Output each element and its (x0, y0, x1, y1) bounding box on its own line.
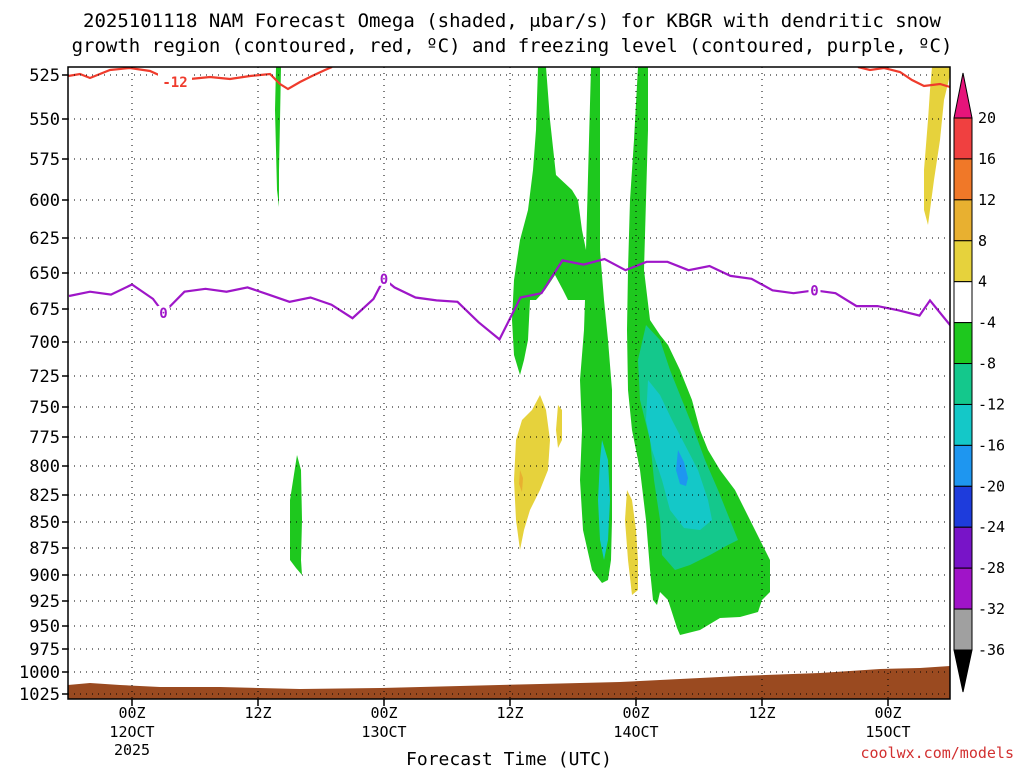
plot-area (68, 67, 950, 699)
colorbar-label: 8 (978, 232, 987, 250)
y-tick-label: 1000 (19, 663, 60, 683)
freezing-contour-label-1: 0 (159, 306, 167, 322)
colorbar-swatch (953, 117, 973, 160)
colorbar-label: 20 (978, 109, 996, 127)
x-tick-date: 12OCT (109, 723, 154, 741)
y-tick-label: 825 (29, 486, 60, 506)
x-tick-label: 12Z (748, 704, 775, 722)
terrain-ground (68, 666, 950, 699)
plot-frame (67, 66, 951, 700)
colorbar-top-arrow (953, 72, 973, 119)
y-tick-label: 575 (29, 150, 60, 170)
freezing-level-contour (68, 257, 950, 342)
x-tick-label: 12Z (244, 704, 271, 722)
colorbar-swatch (953, 608, 973, 651)
colorbar-label: 16 (978, 150, 996, 168)
x-tick-label: 00Z (118, 704, 145, 722)
x-tick-year: 2025 (114, 741, 150, 759)
colorbar-label: 12 (978, 191, 996, 209)
x-tick-date: 14OCT (613, 723, 658, 741)
omega-region-green-upper-stripe (275, 67, 281, 207)
y-tick-label: 600 (29, 191, 60, 211)
x-tick-label: 12Z (496, 704, 523, 722)
colorbar-label: -8 (978, 355, 996, 373)
omega-region-cyan-small (598, 440, 610, 560)
y-tick-label: 1025 (19, 685, 60, 705)
y-tick-label: 850 (29, 513, 60, 533)
y-tick-label: 550 (29, 110, 60, 130)
shaded-omega-layer (68, 67, 950, 699)
omega-region-yellow-south (625, 490, 638, 595)
omega-region-orange-spot (519, 470, 523, 492)
y-tick-label: 650 (29, 264, 60, 284)
colorbar-label: -24 (978, 518, 1005, 536)
colorbar-swatch (953, 526, 973, 569)
contour-label-bg (808, 283, 821, 298)
y-tick-label: 525 (29, 66, 60, 86)
colorbar-label: -20 (978, 477, 1005, 495)
omega-region-yellow-west (514, 395, 550, 550)
x-tick-date: 15OCT (865, 723, 910, 741)
y-tick-label: 750 (29, 398, 60, 418)
colorbar-swatch (953, 158, 973, 201)
y-tick-label: 725 (29, 367, 60, 387)
colorbar-label: -12 (978, 395, 1005, 413)
colorbar-swatch (953, 281, 973, 324)
y-axis: 525 550 575 600 625 650 675 700 725 750 775 800 825 8… (19, 66, 68, 705)
y-tick-label: 800 (29, 457, 60, 477)
y-tick-label: 950 (29, 617, 60, 637)
colorbar-swatch (953, 444, 973, 487)
omega-region-green-main (512, 67, 612, 583)
colorbar-swatch (953, 240, 973, 283)
omega-region-green-lower-stripe (290, 455, 302, 575)
colorbar-swatch (953, 403, 973, 446)
dgz-label-bg (158, 72, 192, 90)
colorbar-label: -32 (978, 600, 1005, 618)
contour-label-bg (157, 305, 170, 320)
x-tick-label: 00Z (370, 704, 397, 722)
colorbar-label: 4 (978, 273, 987, 291)
colorbar-label: -36 (978, 641, 1005, 659)
y-tick-label: 675 (29, 300, 60, 320)
omega-region-teal (638, 325, 738, 570)
dgz-red-contour (68, 67, 333, 91)
colorbar-bottom-arrow (953, 649, 973, 693)
x-axis-title: Forecast Time (UTC) (406, 749, 612, 768)
omega-region-yellow-east (924, 67, 950, 225)
y-tick-label: 875 (29, 539, 60, 559)
y-tick-label: 975 (29, 640, 60, 660)
colorbar-label: -16 (978, 436, 1005, 454)
chart-title-line-2: growth region (contoured, red, ºC) and f… (72, 35, 953, 57)
y-tick-label: 900 (29, 566, 60, 586)
y-tick-label: 625 (29, 229, 60, 249)
colorbar-swatch (953, 567, 973, 610)
colorbar-label: -28 (978, 559, 1005, 577)
colorbar-swatch (953, 485, 973, 528)
colorbar: 20 16 12 8 4 -4 -8 -12 -16 -20 -24 -28 -32 -36 (953, 72, 1005, 693)
credit-text: coolwx.com/models (860, 744, 1014, 762)
colorbar-swatch (953, 322, 973, 365)
x-tick-date: 13OCT (361, 723, 406, 741)
y-tick-label: 775 (29, 428, 60, 448)
colorbar-swatch (953, 199, 973, 242)
colorbar-label: -4 (978, 314, 996, 332)
contour-label-bg (378, 271, 390, 286)
y-tick-label: 925 (29, 592, 60, 612)
freezing-contour-label-2: 0 (380, 272, 388, 288)
omega-region-blue (676, 450, 688, 486)
y-tick-label: 700 (29, 333, 60, 353)
x-tick-label: 00Z (622, 704, 649, 722)
colorbar-swatch (953, 363, 973, 405)
dgz-red-contour-east (857, 67, 950, 89)
dgz-contour-label: -12 (162, 75, 187, 91)
freezing-contour-label-3: 0 (810, 283, 818, 299)
x-tick-label: 00Z (874, 704, 901, 722)
chart-title-line-1: 2025101118 NAM Forecast Omega (shaded, μ… (83, 10, 941, 32)
